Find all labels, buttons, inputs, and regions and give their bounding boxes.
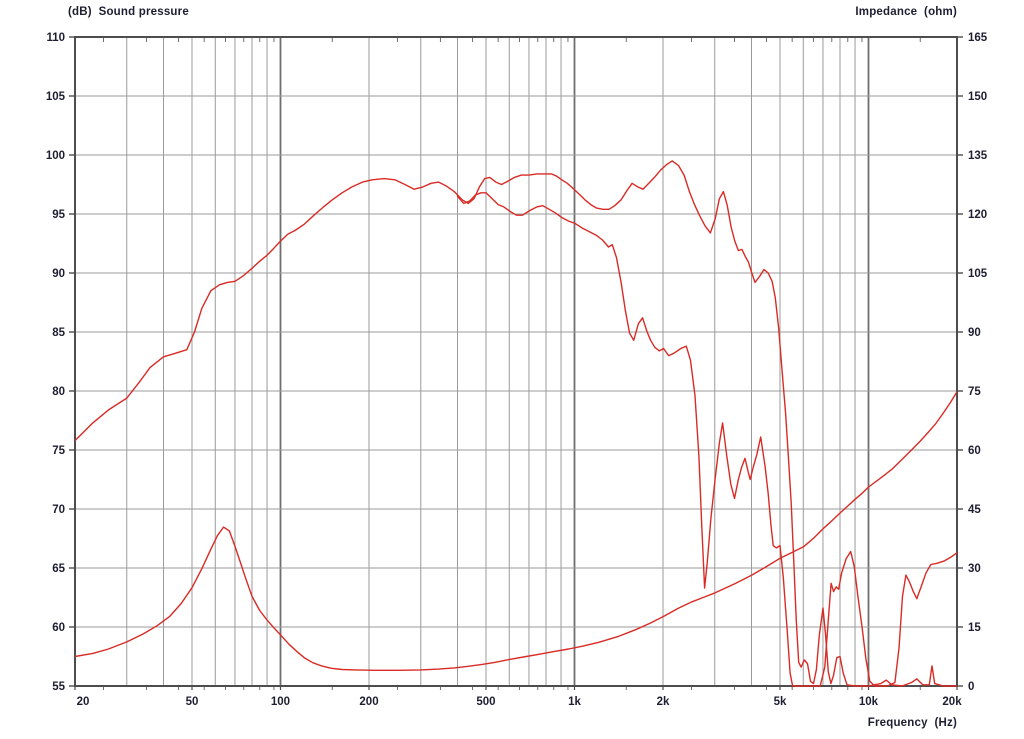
x-axis-tick-label: 50 — [186, 696, 199, 708]
left-axis-tick-label: 100 — [46, 150, 65, 162]
right-axis-tick-label: 150 — [968, 91, 987, 103]
left-axis-tick-label: 110 — [46, 32, 65, 44]
left-axis-tick-label: 95 — [52, 209, 65, 221]
left-axis-tick-label: 75 — [52, 445, 65, 457]
x-axis-tick-label: 1k — [568, 696, 581, 708]
right-axis-tick-label: 30 — [968, 563, 981, 575]
right-axis-tick-label: 120 — [968, 209, 987, 221]
left-axis-tick-label: 55 — [52, 681, 65, 693]
right-axis-tick-label: 135 — [968, 150, 988, 162]
right-axis-tick-label: 60 — [968, 445, 981, 457]
left-axis-tick-label: 70 — [52, 504, 65, 516]
left-axis-tick-label: 80 — [52, 386, 65, 398]
impedance-axis-title: Impedance (ohm) — [855, 6, 957, 18]
series-spl-on-axis — [75, 160, 957, 687]
right-axis-tick-label: 0 — [968, 681, 974, 693]
right-axis-tick-label: 105 — [968, 268, 988, 280]
right-axis-tick-label: 45 — [968, 504, 981, 516]
x-axis-tick-label: 200 — [359, 696, 378, 708]
x-axis-tick-label: 100 — [271, 696, 290, 708]
x-axis-tick-label: 500 — [476, 696, 495, 708]
x-axis-tick-label: 20 — [77, 696, 90, 708]
left-axis-tick-label: 105 — [46, 91, 66, 103]
series-spl-off-axis — [456, 192, 957, 687]
left-axis-tick-label: 65 — [52, 563, 65, 575]
x-axis-tick-label: 5k — [774, 696, 787, 708]
x-axis-tick-label: 10k — [859, 696, 879, 708]
right-axis-tick-label: 165 — [968, 32, 988, 44]
series-impedance — [75, 391, 957, 671]
right-axis-tick-label: 90 — [968, 327, 981, 339]
x-axis-tick-label: 20k — [942, 696, 962, 708]
left-axis-tick-label: 60 — [52, 622, 65, 634]
x-axis-tick-label: 2k — [657, 696, 670, 708]
left-axis-tick-label: 90 — [52, 268, 65, 280]
left-axis-tick-label: 85 — [52, 327, 65, 339]
right-axis-tick-label: 75 — [968, 386, 981, 398]
frequency-axis-title: Frequency (Hz) — [867, 717, 957, 729]
right-axis-tick-label: 15 — [968, 622, 981, 634]
plot-frame — [74, 36, 958, 687]
spl-axis-title: (dB) Sound pressure — [68, 6, 189, 18]
